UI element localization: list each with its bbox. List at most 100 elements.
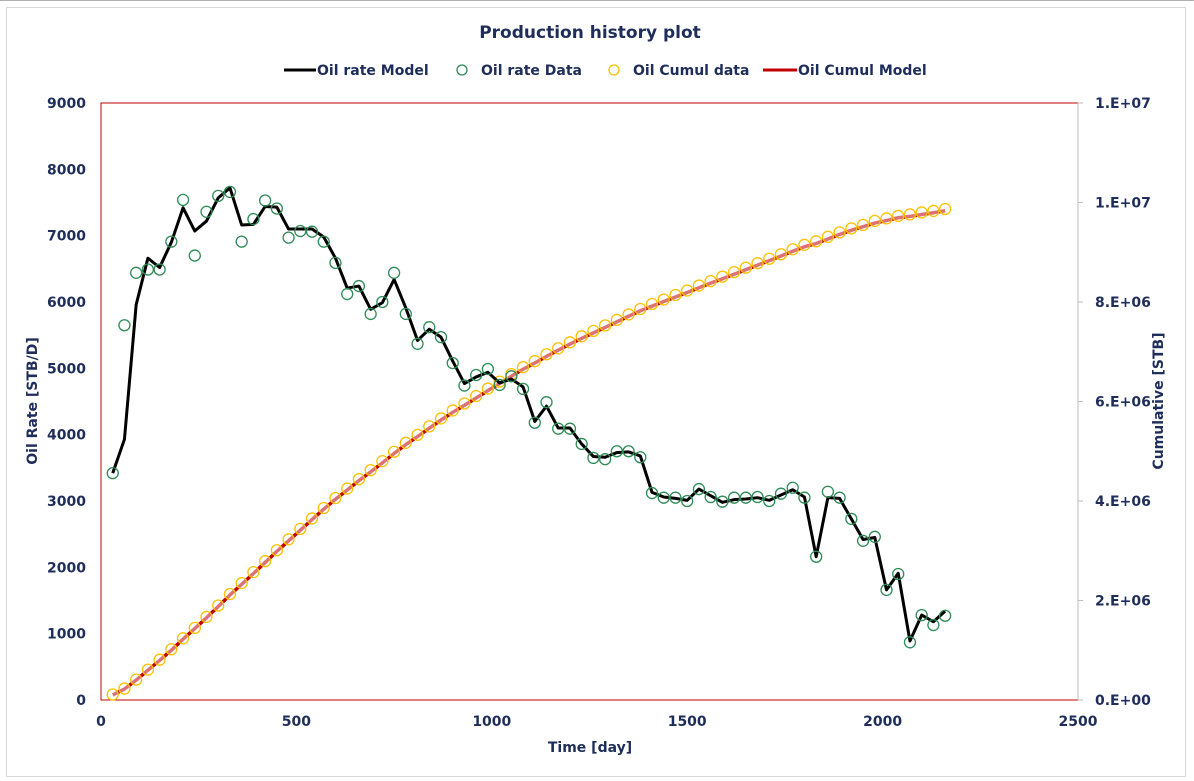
oil-cumul-data-point bbox=[645, 297, 659, 311]
x-axis-title: Time [day] bbox=[548, 740, 632, 756]
oil-rate-data-point bbox=[938, 609, 952, 622]
y-tick-label: 3000 bbox=[47, 494, 86, 510]
oil-cumul-data-point bbox=[270, 544, 284, 557]
oil-cumul-data-point bbox=[892, 209, 905, 223]
x-tick-label: 1000 bbox=[472, 714, 511, 730]
oil-cumul-data-point bbox=[856, 218, 870, 232]
oil-cumul-data-point bbox=[458, 397, 471, 410]
y2-axis-ticks: 0.E+00 2.E+06 4.E+06 6.E+06 8.E+06 1.E+07 1.E+… bbox=[1078, 96, 1151, 709]
oil-cumul-data-point bbox=[282, 533, 295, 546]
oil-cumul-data-point bbox=[317, 501, 330, 515]
oil-cumul-data-point bbox=[235, 576, 248, 590]
legend-item-oil-rate-data: Oil rate Data bbox=[456, 63, 582, 79]
oil-rate-data-point bbox=[141, 263, 155, 276]
oil-rate-data-point bbox=[481, 362, 495, 376]
legend-marker-oil-cumul-data bbox=[608, 64, 620, 76]
oil-rate-data-point bbox=[305, 225, 319, 238]
oil-cumul-data-point bbox=[165, 643, 178, 656]
oil-rate-data-point bbox=[810, 550, 823, 563]
legend-label-oil-rate-model: Oil rate Model bbox=[317, 63, 429, 79]
window-top-border bbox=[0, 0, 1194, 1]
oil-rate-data-point bbox=[798, 491, 811, 504]
oil-cumul-data-point bbox=[153, 653, 166, 666]
legend-marker-oil-rate-data bbox=[456, 64, 468, 76]
oil-rate-data-point bbox=[247, 212, 260, 226]
oil-rate-data-point bbox=[856, 534, 870, 547]
oil-rate-data-point bbox=[446, 356, 459, 370]
oil-rate-data-point bbox=[833, 491, 846, 504]
oil-cumul-data-point bbox=[188, 621, 201, 635]
oil-cumul-data-point bbox=[810, 235, 823, 248]
oil-cumul-data-point bbox=[739, 261, 752, 274]
oil-cumul-data-point bbox=[845, 222, 858, 235]
oil-rate-data-point bbox=[223, 185, 237, 199]
oil-rate-data-point bbox=[282, 231, 295, 244]
oil-rate-data-point bbox=[364, 307, 377, 321]
oil-rate-data-point bbox=[470, 368, 483, 382]
y-tick-label: 4000 bbox=[47, 428, 86, 444]
oil-cumul-data-point bbox=[786, 243, 799, 256]
oil-cumul-data-point bbox=[364, 464, 377, 477]
y2-axis-title: Cumulative [STB] bbox=[1151, 332, 1167, 469]
oil-rate-data-point bbox=[411, 337, 424, 350]
y-tick-label: 8000 bbox=[47, 162, 86, 178]
oil-rate-data-point bbox=[528, 416, 541, 429]
oil-cumul-data-point bbox=[540, 348, 553, 361]
x-tick-label: 0 bbox=[96, 714, 106, 730]
oil-rate-data-point bbox=[903, 636, 917, 649]
oil-rate-data-point bbox=[258, 194, 272, 207]
oil-cumul-data-point bbox=[798, 238, 811, 251]
oil-rate-data-point bbox=[352, 279, 366, 293]
oil-cumul-data-point bbox=[587, 324, 600, 338]
y2-tick-label: 4.E+06 bbox=[1095, 494, 1151, 510]
legend-label-oil-rate-data: Oil rate Data bbox=[481, 63, 582, 79]
oil-rate-data-point bbox=[399, 307, 412, 321]
oil-cumul-data-point bbox=[247, 565, 260, 579]
oil-cumul-data-point bbox=[727, 265, 741, 279]
y2-tick-label: 6.E+06 bbox=[1095, 395, 1151, 411]
legend-item-oil-cumul-model: Oil Cumul Model bbox=[763, 63, 927, 79]
oil-cumul-data-point bbox=[470, 389, 483, 403]
oil-rate-model-line bbox=[111, 186, 947, 643]
oil-rate-data-point bbox=[669, 491, 682, 504]
oil-cumul-data-point bbox=[692, 279, 706, 292]
oil-rate-data-point bbox=[739, 491, 752, 504]
oil-cumul-data-point bbox=[634, 302, 647, 316]
oil-rate-data-point bbox=[681, 494, 694, 508]
oil-cumul-data-point bbox=[681, 284, 694, 297]
series-layer bbox=[106, 185, 952, 701]
oil-rate-data-point bbox=[622, 445, 635, 458]
chart-area bbox=[6, 7, 1186, 777]
legend-item-oil-cumul-data: Oil Cumul data bbox=[608, 63, 749, 79]
oil-cumul-data-point bbox=[821, 230, 835, 243]
oil-cumul-model-line bbox=[111, 209, 946, 697]
y2-tick-label: 1.E+07 bbox=[1095, 96, 1151, 112]
oil-rate-data-point bbox=[587, 451, 600, 465]
y2-tick-label: 2.E+06 bbox=[1095, 594, 1151, 610]
oil-rate-data-point bbox=[892, 567, 905, 581]
oil-rate-data-point bbox=[575, 437, 588, 451]
oil-cumul-data-point bbox=[176, 632, 190, 645]
oil-cumul-data-point bbox=[446, 404, 459, 417]
oil-rate-data-point bbox=[704, 490, 717, 504]
oil-cumul-data-point bbox=[868, 214, 881, 228]
oil-cumul-data-point bbox=[352, 472, 366, 486]
oil-rate-data-point bbox=[563, 422, 577, 435]
oil-rate-data-point bbox=[821, 485, 835, 498]
x-tick-label: 2000 bbox=[863, 714, 902, 730]
oil-rate-data-point bbox=[294, 224, 307, 238]
oil-rate-data-point bbox=[270, 202, 284, 215]
oil-rate-data-point bbox=[458, 379, 471, 392]
oil-cumul-data-point bbox=[528, 355, 541, 368]
oil-cumul-data-point bbox=[434, 412, 448, 425]
oil-cumul-data-point bbox=[258, 555, 272, 568]
oil-rate-data-point bbox=[868, 530, 881, 543]
oil-rate-data-point bbox=[153, 263, 166, 276]
x-tick-label: 1500 bbox=[668, 714, 707, 730]
oil-rate-data-point bbox=[645, 486, 659, 500]
oil-cumul-data-point bbox=[411, 428, 424, 441]
oil-rate-data-point bbox=[235, 235, 248, 248]
oil-cumul-data-point bbox=[130, 673, 143, 686]
oil-cumul-data-point bbox=[704, 274, 717, 288]
